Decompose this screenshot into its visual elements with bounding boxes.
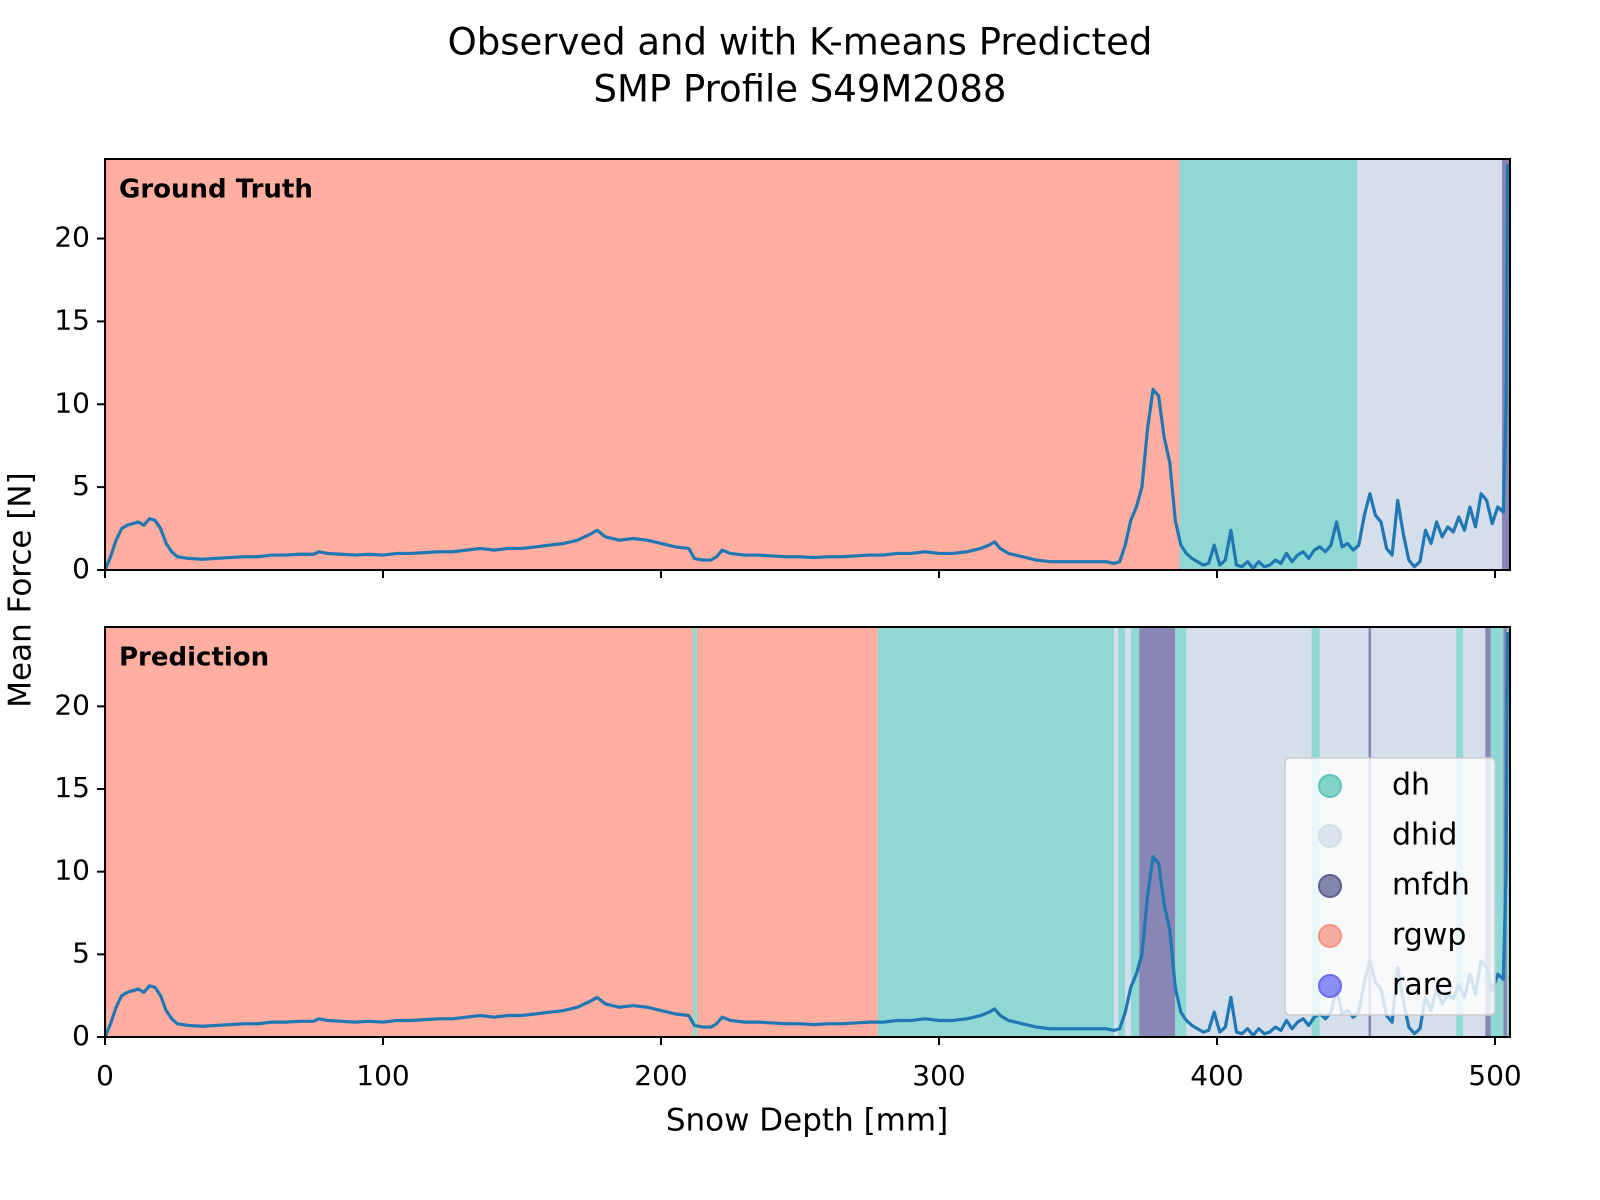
y-tick-label: 5	[72, 469, 90, 502]
legend-label: dh	[1392, 768, 1430, 803]
chart-title: Observed and with K-means Predicted	[448, 21, 1153, 64]
y-tick-label: 15	[54, 303, 90, 336]
x-tick-label: 200	[634, 1059, 687, 1092]
y-tick-label: 15	[54, 771, 90, 804]
layer-span	[105, 159, 1180, 570]
legend-label: rare	[1392, 968, 1453, 1003]
y-axis-label: Mean Force [N]	[3, 472, 39, 707]
x-tick-label: 300	[912, 1059, 965, 1092]
x-axis-label: Snow Depth [mm]	[666, 1103, 948, 1139]
panel-label: Prediction	[119, 643, 269, 673]
layer-span	[1139, 627, 1176, 1037]
legend-marker	[1318, 974, 1342, 998]
layer-span	[1175, 627, 1187, 1037]
panel-label: Ground Truth	[119, 175, 313, 205]
layer-span	[692, 627, 698, 1037]
force-line	[105, 163, 1510, 570]
layer-span	[1506, 627, 1510, 1037]
legend-marker	[1318, 874, 1342, 898]
layer-span	[1130, 627, 1140, 1037]
legend-marker	[1318, 924, 1342, 948]
legend-box	[1284, 757, 1496, 1016]
y-tick-label: 0	[72, 552, 90, 585]
axes-frame	[104, 158, 1511, 571]
layer-span	[1125, 627, 1131, 1037]
x-tick-label: 500	[1468, 1059, 1521, 1092]
plot-area	[105, 159, 1510, 570]
layer-span	[697, 627, 878, 1037]
legend-marker	[1318, 824, 1342, 848]
layer-span	[877, 627, 1115, 1037]
y-tick-label: 10	[54, 854, 90, 887]
layer-span	[1357, 159, 1502, 570]
legend-marker	[1318, 774, 1342, 798]
y-tick-label: 20	[54, 688, 90, 721]
layer-span	[105, 627, 693, 1037]
y-tick-label: 5	[72, 936, 90, 969]
y-tick-label: 0	[72, 1019, 90, 1052]
layer-span	[1114, 627, 1119, 1037]
y-tick-label: 20	[54, 221, 90, 254]
legend-label: mfdh	[1392, 868, 1470, 903]
legend-label: rgwp	[1392, 918, 1466, 953]
chart-title: SMP Profile S49M2088	[594, 68, 1007, 111]
layer-span	[1179, 159, 1358, 570]
legend-label: dhid	[1392, 818, 1457, 853]
layer-span	[1118, 627, 1126, 1037]
axes-frame	[104, 626, 1511, 1038]
x-tick-label: 0	[96, 1059, 114, 1092]
x-tick-label: 400	[1190, 1059, 1243, 1092]
y-tick-label: 10	[54, 386, 90, 419]
x-tick-label: 100	[356, 1059, 409, 1092]
